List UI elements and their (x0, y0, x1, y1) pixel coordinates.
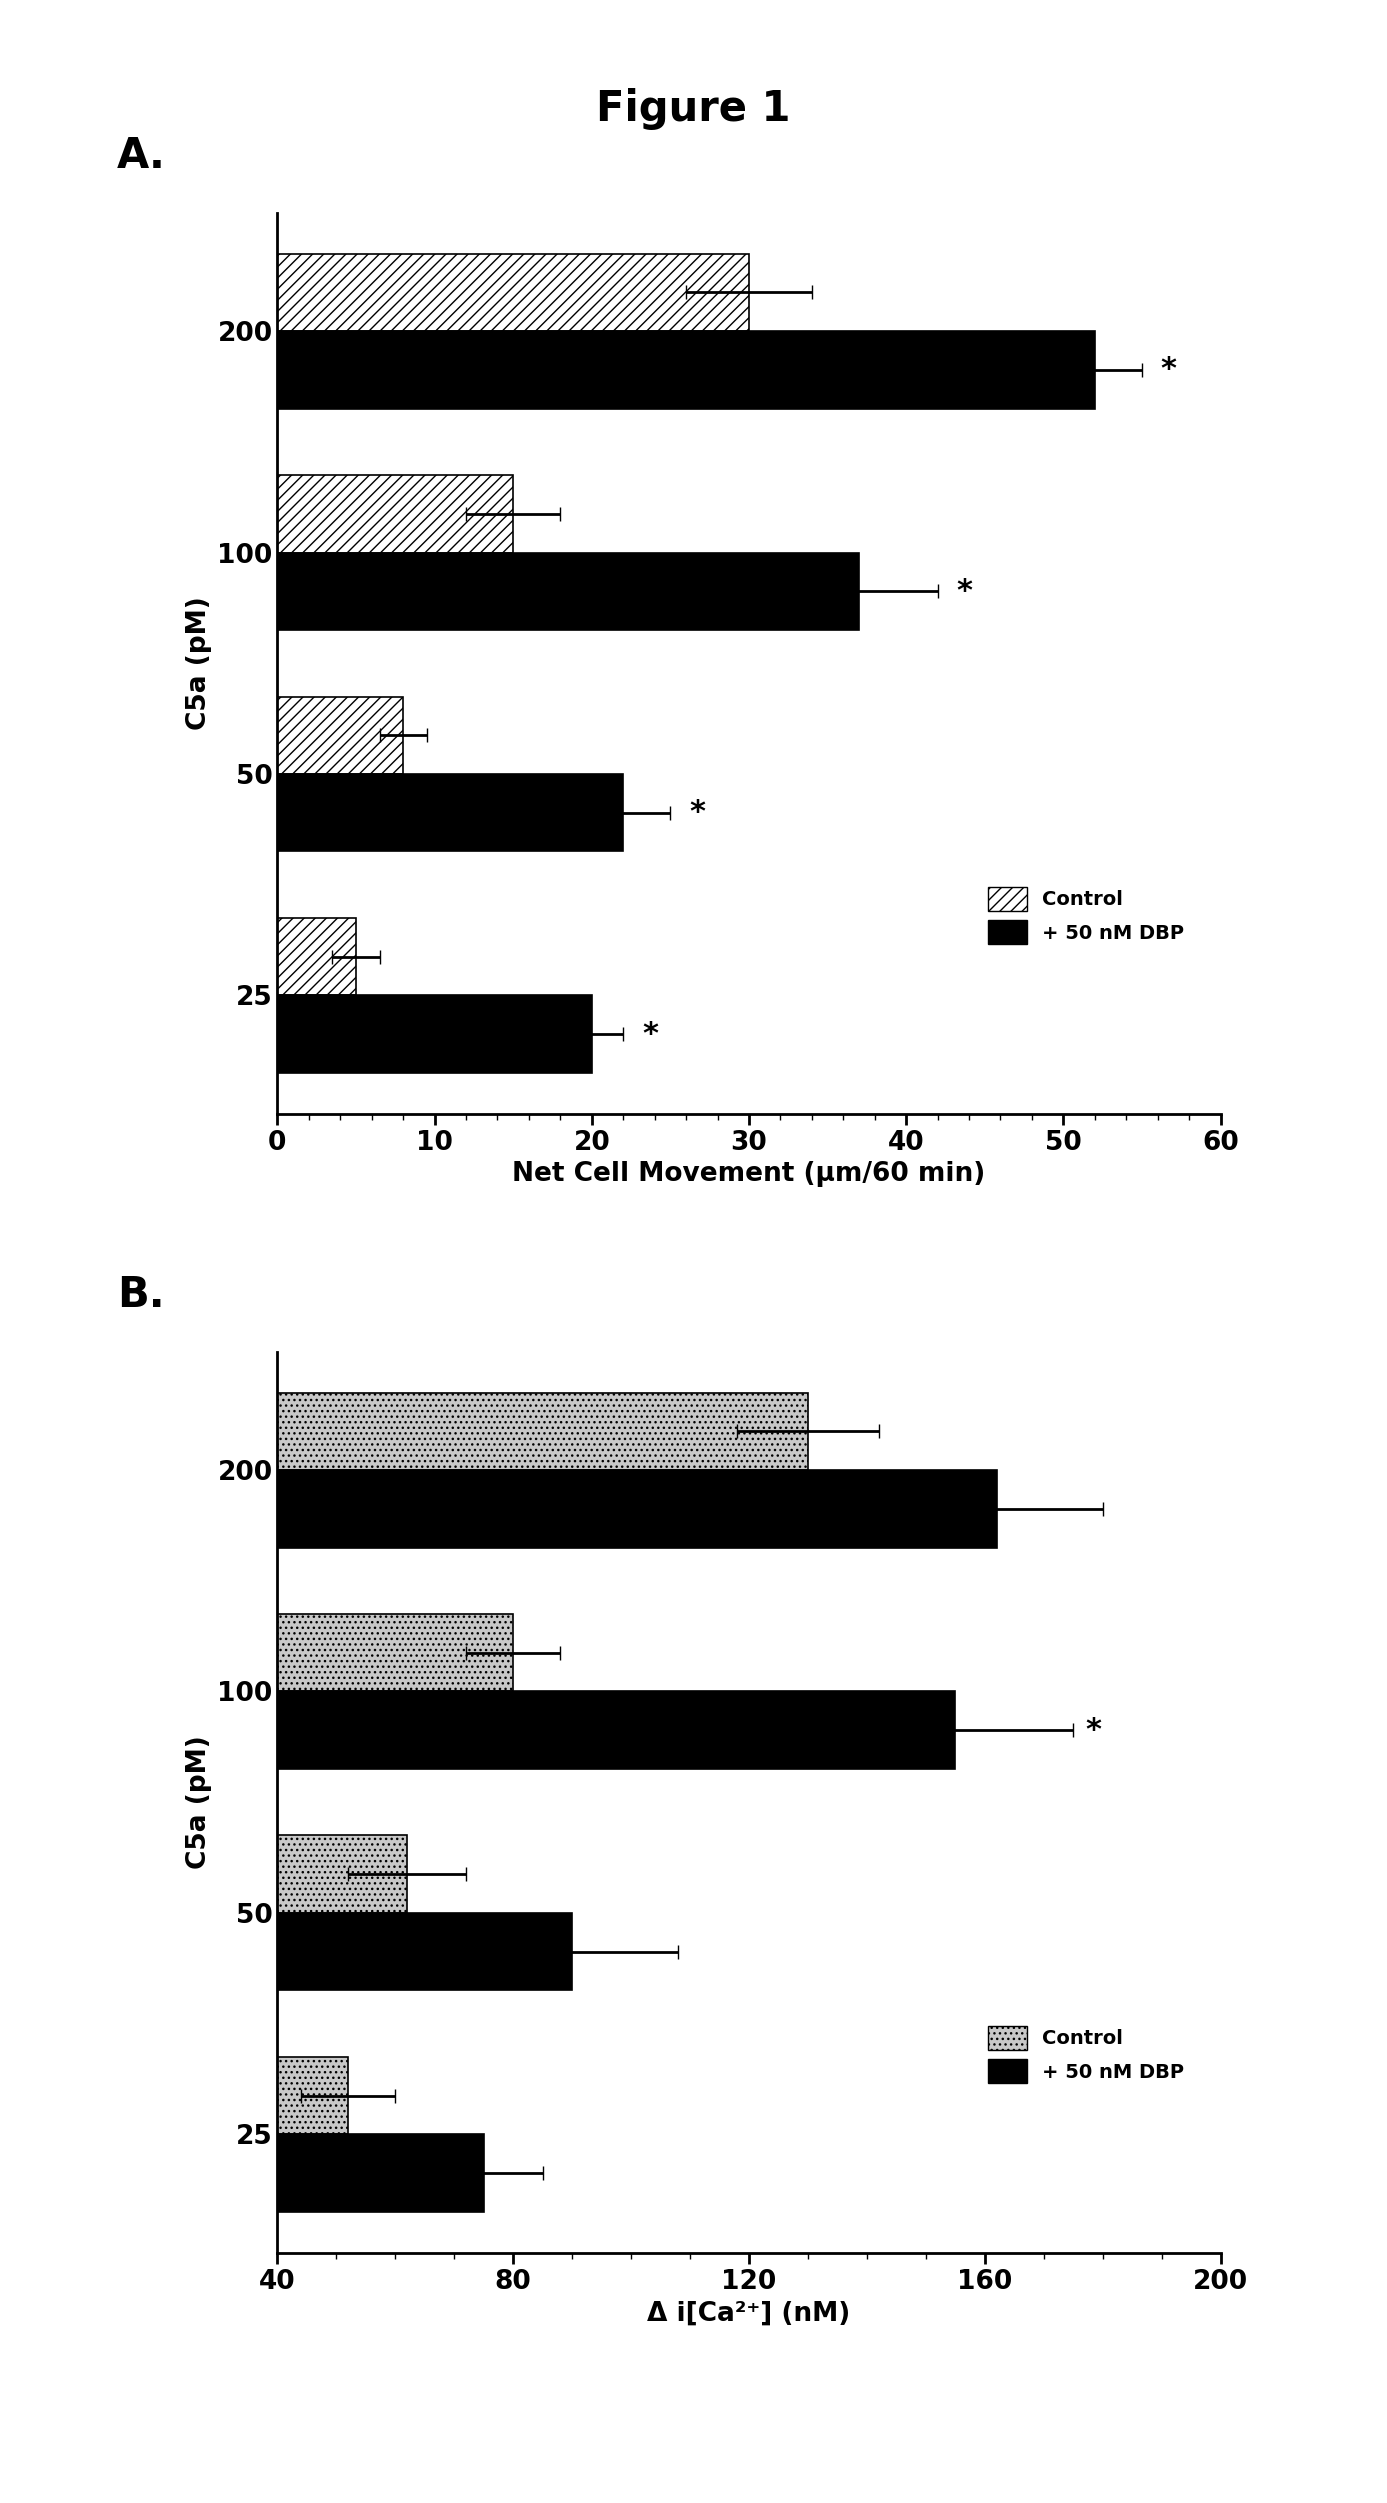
Bar (277, 773, 623, 851)
Text: *: * (689, 798, 705, 826)
Legend: Control, + 50 nM DBP: Control, + 50 nM DBP (981, 2017, 1191, 2090)
Bar (277, 476, 513, 553)
Bar (277, 330, 1094, 408)
Y-axis label: C5a (pM): C5a (pM) (186, 1735, 212, 1870)
Bar (277, 696, 404, 773)
X-axis label: Net Cell Movement (μm/60 min): Net Cell Movement (μm/60 min) (512, 1161, 986, 1186)
Bar (42, 1835, 408, 1912)
X-axis label: Δ i[Ca²⁺] (nM): Δ i[Ca²⁺] (nM) (648, 2300, 850, 2325)
Text: B.: B. (117, 1274, 165, 1317)
Bar (42, 2057, 348, 2135)
Bar (277, 919, 356, 996)
Bar (277, 553, 859, 631)
Y-axis label: C5a (pM): C5a (pM) (186, 596, 212, 731)
Bar (42, 1912, 573, 1990)
Legend: Control, + 50 nM DBP: Control, + 50 nM DBP (981, 879, 1191, 951)
Bar (42, 1614, 513, 1692)
Text: *: * (1085, 1715, 1101, 1745)
Text: *: * (642, 1019, 657, 1049)
Bar (277, 253, 749, 330)
Bar (42, 1392, 807, 1469)
Bar (277, 996, 592, 1074)
Bar (42, 1692, 956, 1770)
Text: *: * (957, 576, 972, 606)
Bar (42, 2135, 484, 2213)
Text: A.: A. (117, 135, 166, 178)
Bar (42, 1469, 997, 1547)
Text: Figure 1: Figure 1 (596, 88, 791, 130)
Text: *: * (1161, 355, 1176, 385)
